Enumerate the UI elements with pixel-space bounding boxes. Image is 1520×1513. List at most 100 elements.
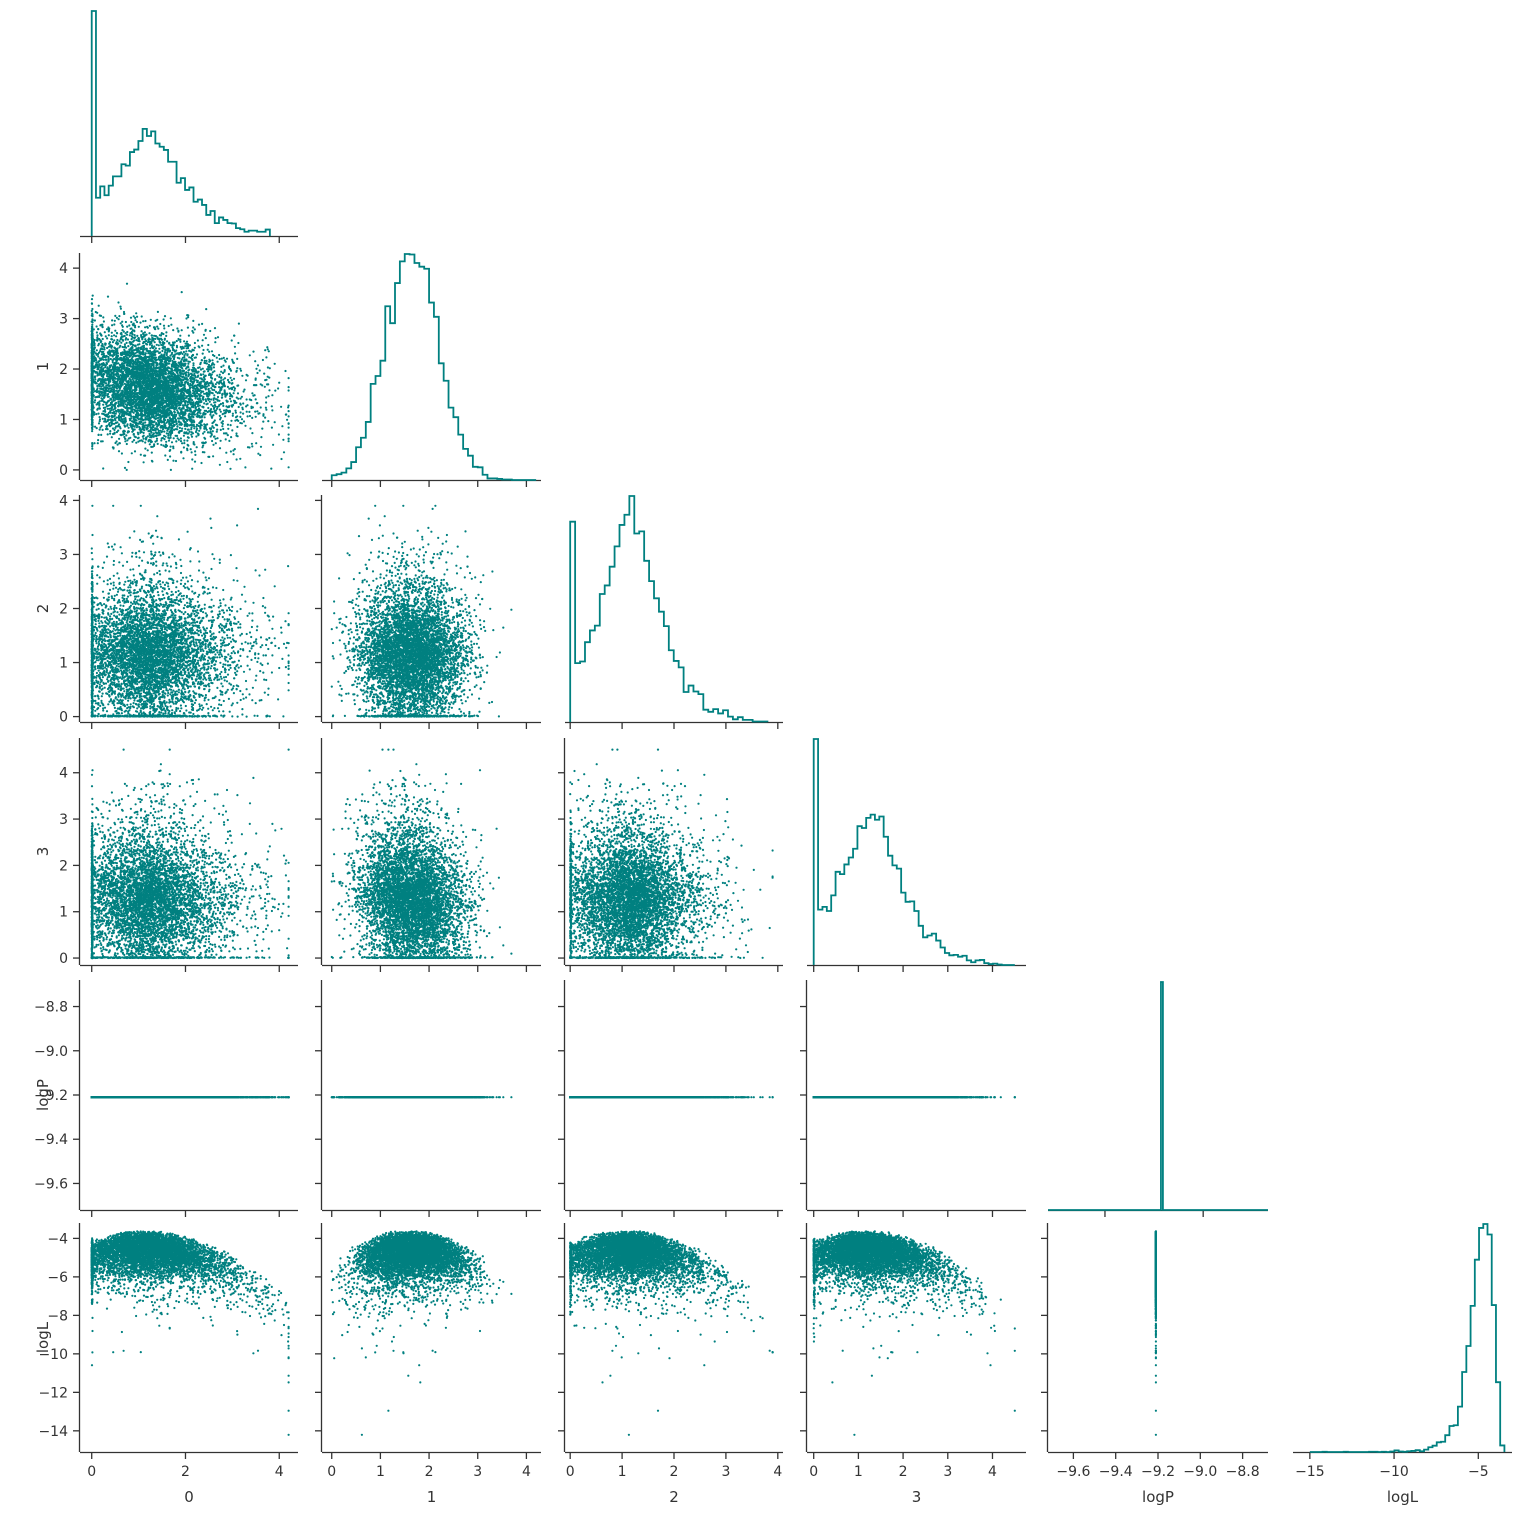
scatter-point xyxy=(94,378,96,380)
scatter-point xyxy=(106,347,108,349)
scatter-point xyxy=(235,412,237,414)
scatter-point xyxy=(194,461,196,463)
scatter-point xyxy=(144,441,146,443)
scatter-point xyxy=(163,318,165,320)
scatter-point xyxy=(288,434,290,436)
scatter-point xyxy=(92,295,94,297)
scatter-point xyxy=(114,427,116,429)
scatter-point xyxy=(183,435,185,437)
scatter-point xyxy=(238,406,240,408)
scatter-point xyxy=(183,442,185,444)
scatter-point xyxy=(204,416,206,418)
scatter-point xyxy=(111,324,113,326)
scatter-point xyxy=(221,425,223,427)
scatter-point xyxy=(220,429,222,431)
scatter-point xyxy=(255,398,257,400)
scatter-point xyxy=(126,439,128,441)
scatter-point xyxy=(168,440,170,442)
scatter-point xyxy=(196,446,198,448)
scatter-point xyxy=(179,341,181,343)
scatter-point xyxy=(165,335,167,337)
scatter-point xyxy=(220,440,222,442)
scatter-point xyxy=(102,418,104,420)
scatter-point xyxy=(95,413,97,415)
scatter-point xyxy=(131,441,133,443)
scatter-point xyxy=(269,367,271,369)
scatter-point xyxy=(265,356,267,358)
scatter-point xyxy=(151,452,153,454)
y-tick-label: 4 xyxy=(59,261,68,277)
scatter-point xyxy=(213,394,215,396)
scatter-point xyxy=(170,469,172,471)
scatter-point xyxy=(217,336,219,338)
scatter-point xyxy=(183,439,185,441)
scatter-point xyxy=(133,439,135,441)
scatter-point xyxy=(142,436,144,438)
scatter-point xyxy=(202,349,204,351)
scatter-point xyxy=(266,346,268,348)
scatter-point xyxy=(97,439,99,441)
scatter-point xyxy=(196,353,198,355)
scatter-point xyxy=(100,340,102,342)
scatter-point xyxy=(194,347,196,349)
scatter-point xyxy=(94,401,96,403)
scatter-point xyxy=(219,409,221,411)
scatter-point xyxy=(189,431,191,433)
scatter-point xyxy=(251,443,253,445)
scatter-point xyxy=(195,435,197,437)
scatter-point xyxy=(95,361,97,363)
scatter-point xyxy=(125,321,127,323)
scatter-point xyxy=(218,376,220,378)
scatter-point xyxy=(175,435,177,437)
scatter-point xyxy=(179,427,181,429)
y-tick-label: 3 xyxy=(59,312,68,328)
scatter-point xyxy=(239,368,241,370)
scatter-point xyxy=(271,394,273,396)
scatter-point xyxy=(144,320,146,322)
scatter-points xyxy=(91,283,290,471)
scatter-point xyxy=(256,410,258,412)
scatter-point xyxy=(185,350,187,352)
scatter-point xyxy=(165,331,167,333)
scatter-point xyxy=(231,379,233,381)
scatter-point xyxy=(136,316,138,318)
scatter-point xyxy=(156,326,158,328)
scatter-point xyxy=(112,341,114,343)
scatter-point xyxy=(202,353,204,355)
scatter-point xyxy=(264,417,266,419)
scatter-point xyxy=(271,409,273,411)
scatter-point xyxy=(219,415,221,417)
scatter-point xyxy=(118,423,120,425)
scatter-point xyxy=(192,320,194,322)
scatter-point xyxy=(265,409,267,411)
histogram-step xyxy=(92,11,270,236)
hist-panel-0 xyxy=(80,11,298,243)
y-tick-label: 0 xyxy=(59,463,68,479)
scatter-point xyxy=(213,355,215,357)
y-tick-label: 2 xyxy=(59,362,68,378)
scatter-point xyxy=(141,315,143,317)
scatter-point xyxy=(130,317,132,319)
scatter-point xyxy=(242,402,244,404)
scatter-point xyxy=(240,411,242,413)
scatter-point xyxy=(192,364,194,366)
scatter-point xyxy=(204,438,206,440)
scatter-point xyxy=(191,330,193,332)
scatter-point xyxy=(118,450,120,452)
scatter-point xyxy=(113,411,115,413)
scatter-point xyxy=(223,357,225,359)
scatter-point xyxy=(163,325,165,327)
y-tick-label: 1 xyxy=(59,412,68,428)
scatter-point xyxy=(225,452,227,454)
scatter-point xyxy=(230,436,232,438)
scatter-point xyxy=(270,468,272,470)
scatter-point xyxy=(260,446,262,448)
scatter-point xyxy=(186,354,188,356)
scatter-point xyxy=(191,458,193,460)
scatter-point xyxy=(239,416,241,418)
scatter-point xyxy=(236,458,238,460)
scatter-point xyxy=(259,454,261,456)
scatter-point xyxy=(176,340,178,342)
